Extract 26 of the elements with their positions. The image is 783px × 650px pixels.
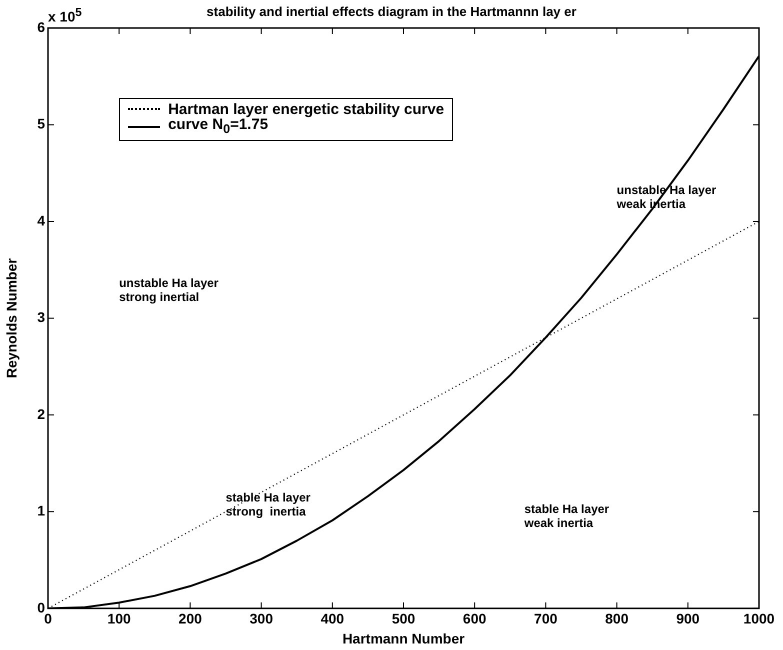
- x-tick-label: 800: [605, 610, 629, 627]
- x-tick-label: 500: [392, 610, 416, 627]
- text: x 10$^{5}$: [48, 6, 82, 25]
- x-tick-label: 1000: [743, 610, 775, 627]
- y-tick-label: 0: [37, 599, 46, 616]
- x-tick-label: 900: [676, 610, 700, 627]
- legend-label: Hartman layer energetic stability curve: [168, 100, 444, 118]
- x-tick-label: 600: [462, 610, 486, 627]
- y-tick-label: 2: [37, 406, 46, 422]
- y-tick-label: 6: [37, 18, 46, 35]
- y-tick-label: 3: [37, 309, 46, 326]
- y-tick-label: 1: [37, 502, 46, 519]
- x-tick-label: 300: [250, 610, 274, 627]
- x-tick-label: 200: [178, 610, 202, 627]
- chart-title: stability and inertial effects diagram in the Hartmannn lay er: [206, 4, 576, 19]
- y-tick-label: 4: [37, 212, 46, 228]
- annotation: stable Ha layer weak inertia: [523, 502, 610, 530]
- y-axis-title: Reynolds Number: [3, 258, 20, 378]
- x-tick-label: 700: [534, 610, 558, 627]
- x-tick-label: 100: [107, 610, 131, 627]
- annotation: stable Ha layer strong inertia: [226, 490, 311, 519]
- y-tick-label: 5: [37, 116, 46, 132]
- annotation: unstable Ha layer strong inertial: [119, 276, 219, 304]
- legend-label: curve N$_{0}$=1.75: [168, 116, 268, 137]
- x-tick-label: 400: [320, 610, 344, 627]
- x-axis-title: Hartmann Number: [342, 630, 466, 646]
